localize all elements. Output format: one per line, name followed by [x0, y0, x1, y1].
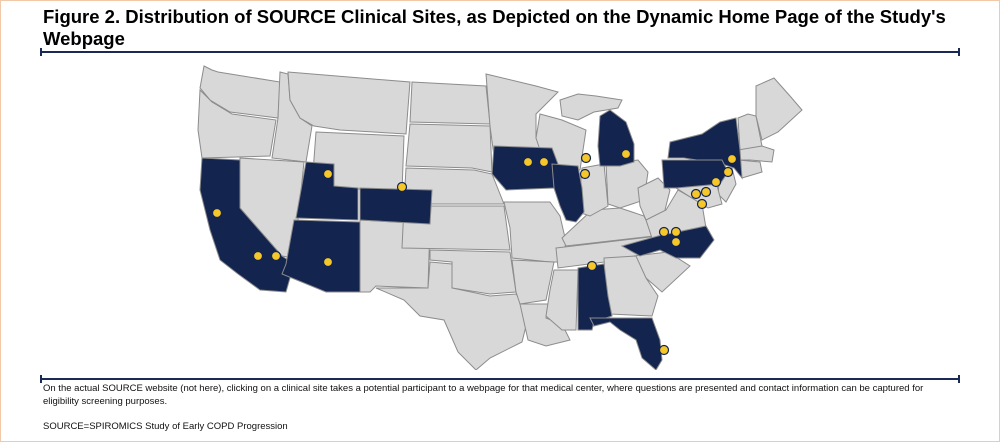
clinical-site-markers — [211, 148, 738, 356]
site-marker-tucson[interactable] — [322, 256, 334, 268]
site-marker-nc-1[interactable] — [658, 226, 670, 238]
footnote: On the actual SOURCE website (not here),… — [43, 383, 924, 407]
state-oregon — [197, 88, 277, 159]
site-marker-denver[interactable] — [396, 181, 408, 193]
state-illinois — [551, 163, 585, 223]
state-iowa — [491, 145, 559, 191]
site-marker-baltimore[interactable] — [696, 198, 708, 210]
state-oklahoma — [429, 249, 517, 295]
state-south-dakota — [405, 123, 493, 173]
site-marker-la-1[interactable] — [252, 250, 264, 262]
site-marker-miami[interactable] — [658, 344, 670, 356]
site-marker-illinois[interactable] — [579, 168, 591, 180]
abbreviation-note: SOURCE=SPIROMICS Study of Early COPD Pro… — [43, 421, 288, 432]
state-arizona — [281, 219, 361, 293]
state-upper-peninsula — [559, 93, 623, 121]
state-florida — [589, 317, 663, 370]
site-marker-pa-1[interactable] — [710, 176, 722, 188]
state-california — [199, 157, 295, 293]
site-marker-chicago[interactable] — [580, 152, 592, 164]
top-rule — [40, 48, 960, 56]
us-map — [197, 65, 803, 370]
site-states — [199, 109, 743, 370]
state-north-dakota — [409, 81, 491, 125]
site-marker-ann-arbor[interactable] — [620, 148, 632, 160]
state-colorado — [359, 187, 433, 225]
figure-title: Figure 2. Distribution of SOURCE Clinica… — [43, 6, 946, 49]
state-texas — [375, 261, 531, 370]
site-marker-iowa-2[interactable] — [538, 156, 550, 168]
site-marker-iowa-1[interactable] — [522, 156, 534, 168]
state-arkansas — [511, 259, 555, 305]
site-marker-nc-2[interactable] — [670, 226, 682, 238]
site-marker-birmingham[interactable] — [586, 260, 598, 272]
site-marker-new-york-2[interactable] — [722, 166, 734, 178]
state-utah — [295, 161, 359, 221]
state-maine — [755, 77, 803, 141]
bottom-rule — [40, 375, 960, 383]
site-marker-pa-2[interactable] — [690, 188, 702, 200]
site-marker-sf[interactable] — [211, 207, 223, 219]
site-marker-slc[interactable] — [322, 168, 334, 180]
site-marker-nc-3[interactable] — [670, 236, 682, 248]
site-marker-pa-3[interactable] — [700, 186, 712, 198]
state-montana — [287, 71, 411, 135]
site-marker-la-2[interactable] — [270, 250, 282, 262]
plain-states — [197, 65, 803, 370]
site-marker-new-york-1[interactable] — [726, 153, 738, 165]
